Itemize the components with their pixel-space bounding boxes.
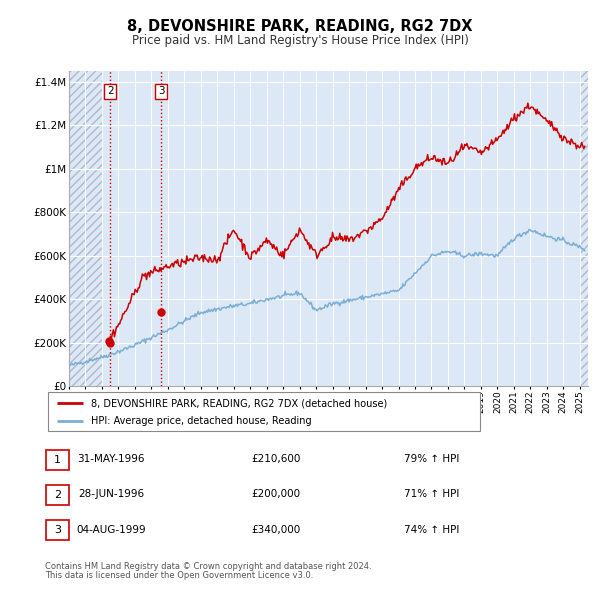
Text: 31-MAY-1996: 31-MAY-1996 [77,454,145,464]
Text: £200,000: £200,000 [251,490,301,499]
Text: 8, DEVONSHIRE PARK, READING, RG2 7DX (detached house): 8, DEVONSHIRE PARK, READING, RG2 7DX (de… [91,398,388,408]
Bar [580,71,588,386]
Text: 1: 1 [54,455,61,464]
Text: £340,000: £340,000 [251,525,301,535]
Text: 28-JUN-1996: 28-JUN-1996 [78,490,144,499]
Text: 04-AUG-1999: 04-AUG-1999 [76,525,146,535]
FancyBboxPatch shape [46,520,69,540]
Text: Contains HM Land Registry data © Crown copyright and database right 2024.: Contains HM Land Registry data © Crown c… [45,562,371,571]
Text: 8, DEVONSHIRE PARK, READING, RG2 7DX: 8, DEVONSHIRE PARK, READING, RG2 7DX [127,19,473,34]
FancyBboxPatch shape [46,485,69,505]
Text: 2: 2 [54,490,61,500]
Bar [69,71,102,386]
Bar [69,71,102,386]
Text: 2: 2 [107,86,113,96]
FancyBboxPatch shape [48,392,480,431]
Text: Price paid vs. HM Land Registry's House Price Index (HPI): Price paid vs. HM Land Registry's House … [131,34,469,47]
Text: 79% ↑ HPI: 79% ↑ HPI [404,454,460,464]
Text: 3: 3 [54,526,61,535]
Text: 3: 3 [158,86,164,96]
Text: 74% ↑ HPI: 74% ↑ HPI [404,525,460,535]
Text: 71% ↑ HPI: 71% ↑ HPI [404,490,460,499]
FancyBboxPatch shape [46,450,69,470]
Text: £210,600: £210,600 [251,454,301,464]
Text: This data is licensed under the Open Government Licence v3.0.: This data is licensed under the Open Gov… [45,571,313,581]
Text: HPI: Average price, detached house, Reading: HPI: Average price, detached house, Read… [91,416,312,426]
